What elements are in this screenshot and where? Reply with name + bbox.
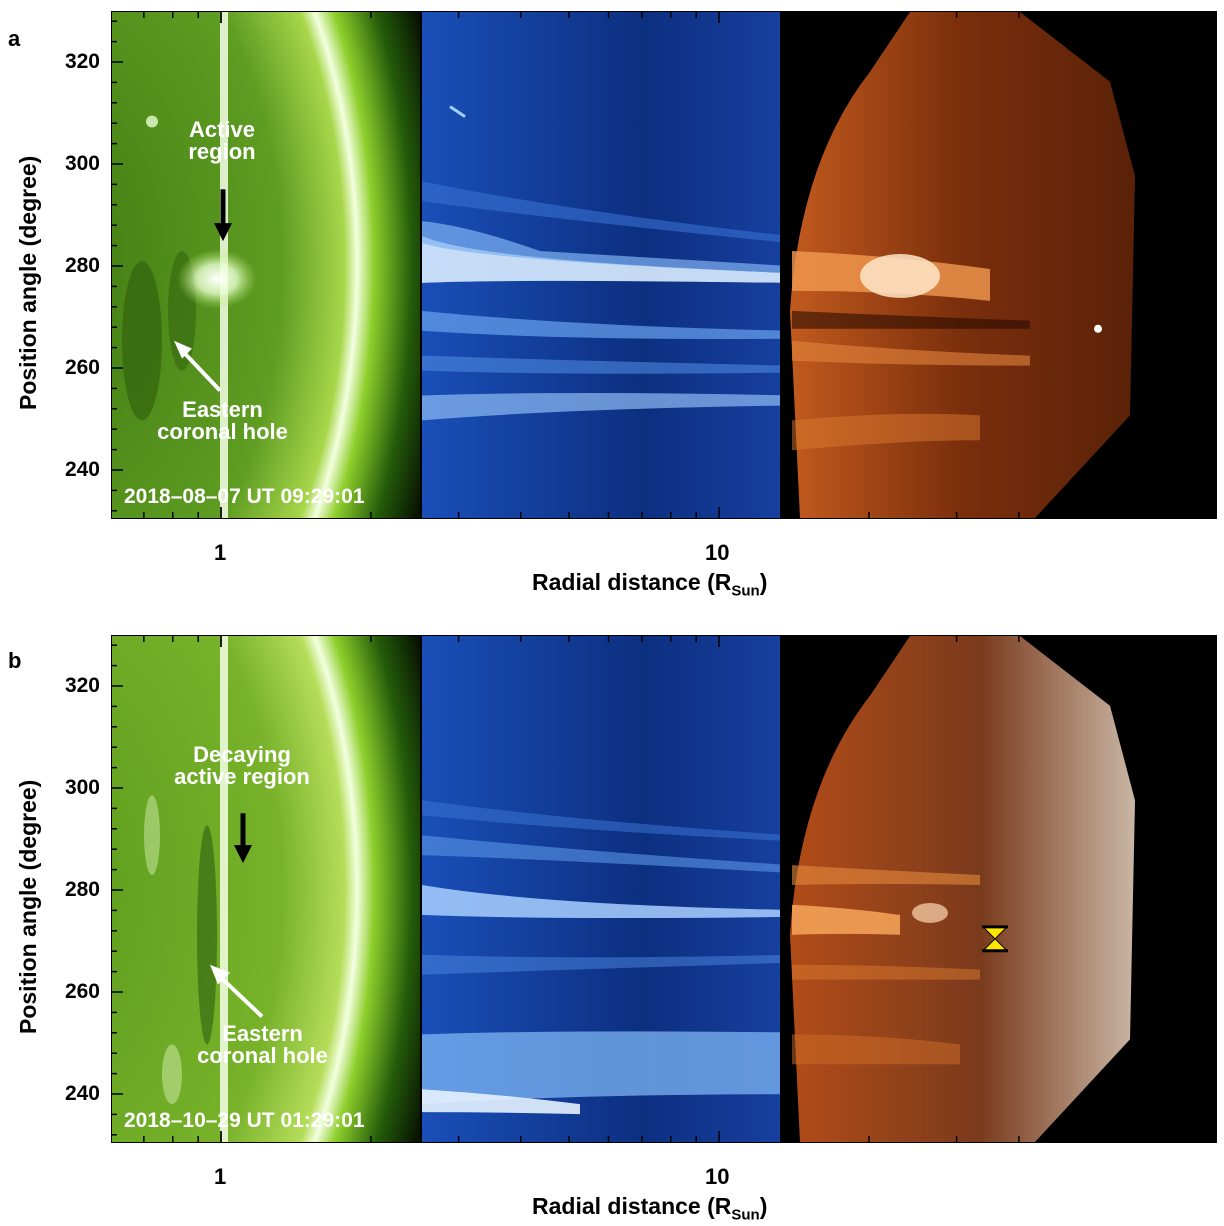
ytick-b-320: 320: [64, 674, 100, 697]
ytick-a-320: 320: [64, 50, 100, 73]
panel-b-letter: b: [8, 648, 22, 673]
coronagraph-image-b: [420, 636, 792, 1142]
xtick-b-10: 10: [705, 1164, 730, 1189]
x-axis-label-text: Radial distance (R: [532, 569, 732, 595]
ytick-b-260: 260: [64, 980, 100, 1003]
x-axis-label-text: Radial distance (R: [532, 1193, 732, 1219]
coronagraph-image-a: [420, 12, 792, 518]
x-axis-label-close: ): [759, 1193, 768, 1219]
xtick-a-10: 10: [705, 540, 730, 565]
panel-a-image: Active region Eastern coronal hole 2018–…: [111, 11, 1217, 519]
y-axis-label-b: Position angle (degree): [15, 779, 41, 1034]
x-axis-label-b: Radial distance (RSun): [532, 1193, 767, 1224]
x-axis-label-sub: Sun: [731, 1206, 760, 1224]
x-axis-label-a: Radial distance (RSun): [532, 569, 767, 600]
heliospheric-imager-b: [780, 636, 1216, 1142]
euv-disk-image-a: [112, 12, 424, 518]
ytick-a-240: 240: [64, 458, 100, 481]
x-axis-label-sub: Sun: [731, 582, 760, 600]
x-axis-label-close: ): [759, 569, 768, 595]
ytick-a-300: 300: [64, 152, 100, 175]
xtick-a-1: 1: [214, 540, 227, 565]
ytick-a-280: 280: [64, 254, 100, 277]
xtick-b-1: 1: [214, 1164, 227, 1189]
ytick-b-240: 240: [64, 1082, 100, 1105]
ytick-b-300: 300: [64, 776, 100, 799]
heliospheric-imager-a: [780, 12, 1216, 518]
coronal-hole-label-b: Eastern coronal hole: [197, 1021, 328, 1068]
decaying-active-region-label: Decaying active region: [174, 742, 310, 789]
euv-disk-image-b: [112, 636, 424, 1142]
ytick-b-280: 280: [64, 878, 100, 901]
y-axis-label-a: Position angle (degree): [15, 155, 41, 410]
timestamp-a: 2018–08–07 UT 09:29:01: [124, 485, 365, 508]
active-region-label: Active region: [188, 117, 256, 164]
hourglass-marker-icon: [982, 925, 1008, 953]
ytick-a-260: 260: [64, 356, 100, 379]
timestamp-b: 2018–10–29 UT 01:29:01: [124, 1109, 365, 1132]
panel-b-image: Decaying active region Eastern coronal h…: [111, 635, 1217, 1143]
panel-a-letter: a: [8, 26, 21, 51]
coronal-hole-label: Eastern coronal hole: [157, 397, 288, 444]
